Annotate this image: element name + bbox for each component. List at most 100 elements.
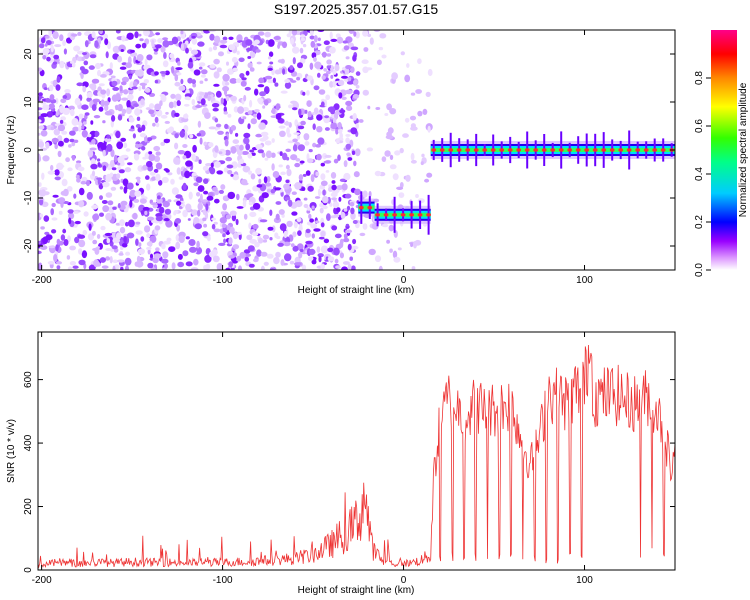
heatmap-cell bbox=[99, 195, 103, 201]
heatmap-cell bbox=[88, 223, 92, 231]
heatmap-cell bbox=[313, 107, 319, 115]
heatmap-cell bbox=[286, 168, 292, 177]
heatmap-cell bbox=[320, 222, 325, 228]
heatmap-cell bbox=[323, 238, 330, 244]
heatmap-peak bbox=[575, 148, 581, 152]
y-tick-label: -10 bbox=[23, 190, 34, 205]
heatmap-cell bbox=[232, 139, 240, 145]
heatmap-cell bbox=[44, 43, 48, 47]
heatmap-cell bbox=[165, 219, 173, 228]
heatmap-cell bbox=[67, 266, 73, 270]
heatmap-cell bbox=[106, 238, 111, 244]
heatmap-cell bbox=[317, 137, 325, 145]
heatmap-cell bbox=[80, 73, 84, 79]
heatmap-cell bbox=[339, 252, 344, 259]
heatmap-cell bbox=[341, 266, 348, 270]
heatmap-cell bbox=[325, 170, 330, 173]
heatmap-cell bbox=[67, 235, 71, 243]
heatmap-cell bbox=[100, 89, 107, 95]
heatmap-cell bbox=[178, 85, 186, 91]
heatmap-cell bbox=[124, 167, 132, 173]
heatmap-cell bbox=[173, 210, 177, 216]
heatmap-cell bbox=[332, 80, 336, 88]
heatmap-cell bbox=[249, 50, 256, 59]
heatmap-cell bbox=[269, 209, 273, 216]
heatmap-cell bbox=[111, 167, 117, 171]
heatmap-cell bbox=[224, 139, 229, 147]
heatmap-cell bbox=[228, 261, 234, 268]
heatmap-cell bbox=[148, 109, 155, 115]
heatmap-cell bbox=[299, 223, 303, 230]
heatmap-cell bbox=[54, 143, 58, 150]
heatmap-cell bbox=[127, 162, 133, 166]
heatmap-cell bbox=[115, 232, 122, 240]
heatmap-cell bbox=[100, 99, 105, 107]
heatmap-cell bbox=[54, 169, 60, 176]
heatmap-cell bbox=[306, 100, 312, 107]
heatmap-cell bbox=[202, 165, 209, 171]
heatmap-cell bbox=[257, 84, 265, 88]
heatmap-cell bbox=[254, 109, 260, 113]
heatmap-cell bbox=[190, 49, 199, 55]
heatmap-cell bbox=[341, 183, 348, 191]
heatmap-cell bbox=[146, 241, 153, 247]
heatmap-cell bbox=[290, 100, 298, 105]
heatmap-cell bbox=[260, 251, 268, 257]
heatmap-cell bbox=[284, 121, 290, 126]
snr-x-label: Height of straight line (km) bbox=[298, 585, 415, 596]
heatmap-cell bbox=[351, 150, 356, 156]
heatmap-cell bbox=[51, 137, 59, 143]
heatmap-cell bbox=[62, 107, 71, 116]
heatmap-cell bbox=[56, 265, 61, 270]
heatmap-cell bbox=[174, 142, 179, 150]
heatmap-cell bbox=[216, 67, 222, 73]
heatmap-cell bbox=[427, 68, 433, 77]
heatmap-cell bbox=[352, 238, 357, 245]
heatmap-cell bbox=[307, 117, 314, 121]
heatmap-cell bbox=[191, 153, 196, 161]
heatmap-cell bbox=[317, 72, 321, 78]
heatmap-cell bbox=[315, 171, 320, 177]
heatmap-cell bbox=[120, 137, 127, 142]
heatmap-cell bbox=[134, 31, 139, 39]
heatmap-cell bbox=[223, 111, 228, 115]
heatmap-cell bbox=[174, 74, 179, 82]
heatmap-cell bbox=[293, 132, 301, 136]
heatmap-cell bbox=[87, 133, 92, 138]
heatmap-cell bbox=[406, 63, 410, 68]
y-tick-label: 600 bbox=[23, 371, 34, 388]
heatmap-cell bbox=[291, 191, 297, 195]
heatmap-cell bbox=[69, 130, 76, 136]
heatmap-cell bbox=[149, 171, 156, 176]
heatmap-cell bbox=[109, 133, 114, 137]
heatmap-cell bbox=[58, 210, 63, 215]
heatmap-cell bbox=[291, 30, 298, 36]
heatmap-cell bbox=[291, 211, 298, 216]
heatmap-cell bbox=[346, 105, 353, 111]
heatmap-cell bbox=[171, 36, 179, 45]
heatmap-cell bbox=[189, 246, 197, 253]
heatmap-cell bbox=[323, 40, 330, 45]
heatmap-cell bbox=[257, 31, 265, 36]
heatmap-cell bbox=[125, 62, 132, 69]
heatmap-cell bbox=[225, 214, 231, 220]
heatmap-cell bbox=[255, 144, 263, 150]
heatmap-cell bbox=[275, 113, 282, 120]
snr-y-label: SNR (10 * v/v) bbox=[6, 419, 17, 483]
heatmap-cell bbox=[105, 248, 112, 251]
heatmap-cell bbox=[157, 195, 161, 200]
heatmap-cell bbox=[314, 196, 321, 199]
heatmap-cell bbox=[248, 170, 252, 175]
heatmap-cell bbox=[193, 182, 199, 187]
heatmap-cell bbox=[199, 193, 203, 202]
heatmap-cell bbox=[155, 32, 161, 36]
heatmap-cell bbox=[314, 61, 322, 69]
heatmap-cell bbox=[207, 91, 213, 95]
heatmap-cell bbox=[253, 113, 257, 118]
heatmap-cell bbox=[155, 44, 162, 49]
heatmap-cell bbox=[264, 86, 270, 95]
heatmap-cell bbox=[331, 225, 338, 231]
heatmap-cell bbox=[59, 34, 64, 42]
heatmap-cell bbox=[165, 111, 169, 115]
heatmap-cell bbox=[368, 191, 372, 198]
